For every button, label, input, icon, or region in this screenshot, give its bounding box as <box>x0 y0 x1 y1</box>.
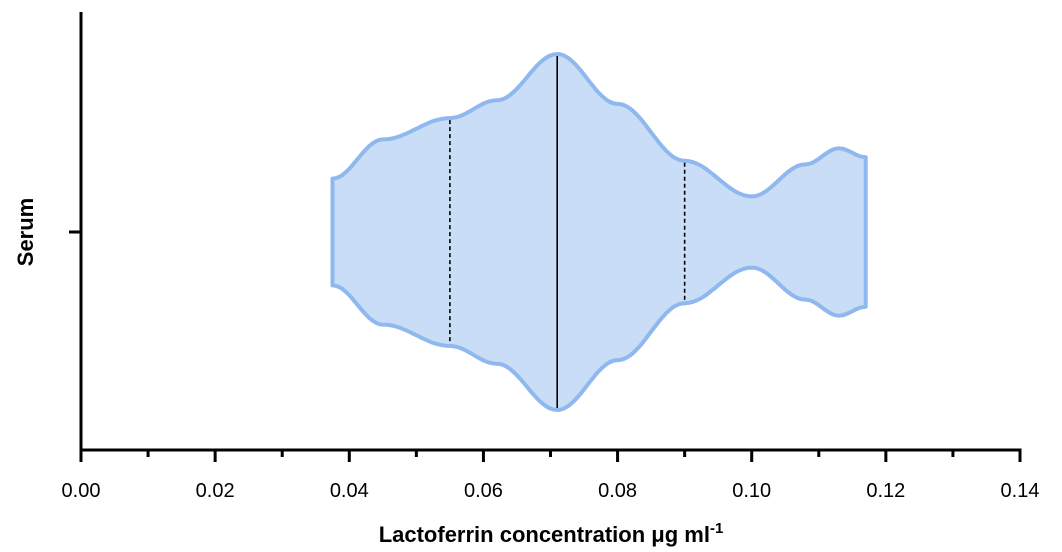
violin-body <box>330 52 868 412</box>
x-tick-label: 0.12 <box>866 480 905 502</box>
x-axis-title-text: Lactoferrin concentration μg ml <box>379 522 710 547</box>
x-axis-ticks <box>79 450 1022 462</box>
x-tick-label: 0.04 <box>330 480 369 502</box>
x-tick-label: 0.02 <box>196 480 235 502</box>
x-tick-label: 0.06 <box>464 480 503 502</box>
x-tick-label: 0.08 <box>598 480 637 502</box>
x-tick-label: 0.14 <box>1001 480 1040 502</box>
x-axis-title: Lactoferrin concentration μg ml-1 <box>379 520 724 547</box>
plot-area <box>330 52 868 412</box>
x-axis-title-superscript: -1 <box>710 520 723 537</box>
x-axis-tick-labels: 0.00 0.02 0.04 0.06 0.08 0.10 0.12 0.14 <box>62 480 1040 502</box>
x-tick-label: 0.00 <box>62 480 101 502</box>
y-axis-title: Serum <box>13 198 38 266</box>
x-tick-label: 0.10 <box>732 480 771 502</box>
